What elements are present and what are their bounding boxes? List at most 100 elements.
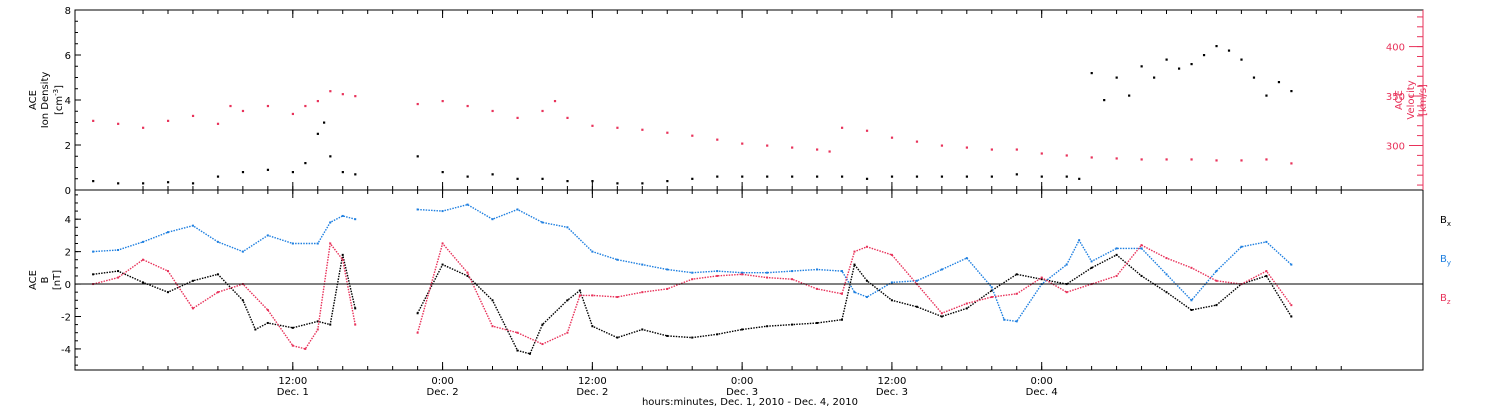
xtick-label: 12:00 <box>578 376 607 387</box>
data-point <box>591 250 594 253</box>
data-point <box>266 234 269 237</box>
data-point <box>416 208 419 211</box>
data-point <box>316 320 319 323</box>
bottom-ytick-label: -4 <box>61 345 71 356</box>
data-point <box>766 175 769 178</box>
xtick-label: 0:00 <box>1030 376 1052 387</box>
data-point <box>291 112 295 116</box>
data-point <box>516 208 519 211</box>
data-point <box>791 146 794 149</box>
data-point <box>341 253 344 256</box>
data-point <box>816 148 819 151</box>
data-point <box>166 270 169 273</box>
top-right-ytick-label: 350 <box>1386 92 1405 103</box>
top-left-ylabel-line1: ACE <box>28 90 39 110</box>
bottom-ytick-label: 0 <box>65 280 71 291</box>
data-point <box>566 116 569 120</box>
data-point <box>117 270 120 273</box>
data-point <box>791 175 794 178</box>
data-point <box>1265 240 1268 243</box>
data-point <box>816 175 819 178</box>
data-point <box>1240 58 1243 61</box>
data-point <box>890 175 894 178</box>
data-point <box>117 276 120 279</box>
data-point <box>1140 244 1143 247</box>
data-point <box>816 321 819 324</box>
data-point <box>541 323 544 326</box>
data-point <box>516 116 519 120</box>
data-point <box>566 226 569 229</box>
data-point <box>1277 81 1281 84</box>
data-point <box>816 268 819 271</box>
top-right-ylabel-line1: ACE <box>1394 90 1405 110</box>
data-point <box>990 289 993 292</box>
data-point <box>341 214 344 217</box>
bottom-panel-frame <box>74 189 1424 371</box>
bottom-panel-marks <box>92 203 1293 355</box>
data-point <box>441 242 444 245</box>
legend-bx: Bx <box>1440 215 1451 228</box>
data-point <box>940 175 944 178</box>
unit-exponent: -3 <box>52 89 60 96</box>
data-point <box>1003 318 1006 321</box>
data-point <box>354 323 357 326</box>
xtick-label: 0:00 <box>431 376 453 387</box>
data-point <box>466 175 469 178</box>
data-point <box>1140 158 1143 161</box>
data-point <box>316 99 319 103</box>
data-point <box>641 182 644 185</box>
data-point <box>1190 266 1193 269</box>
data-point <box>329 221 332 224</box>
data-point <box>890 299 893 302</box>
data-point <box>865 245 868 248</box>
data-point <box>816 287 819 290</box>
data-point <box>890 253 893 256</box>
data-point <box>416 102 419 106</box>
top-right-ytick-label: 300 <box>1386 141 1405 152</box>
top-left-ytick-label: 2 <box>65 141 71 152</box>
data-point <box>1215 159 1218 162</box>
data-point <box>890 136 894 139</box>
data-point <box>216 240 219 243</box>
data-point <box>1215 279 1218 282</box>
data-point <box>566 331 569 334</box>
data-point <box>666 287 669 290</box>
data-point <box>691 177 694 180</box>
data-point <box>466 104 469 108</box>
data-point <box>616 336 619 339</box>
data-point <box>1078 177 1081 180</box>
bottom-ytick-label: 4 <box>65 215 71 226</box>
data-point <box>241 299 244 302</box>
data-point <box>304 104 307 108</box>
data-point <box>965 302 968 305</box>
data-point <box>1265 274 1268 277</box>
data-point <box>853 250 856 253</box>
series-line <box>92 241 356 350</box>
bottom-ytick-label: -2 <box>61 312 71 323</box>
data-point <box>853 291 856 294</box>
data-point <box>865 177 869 180</box>
data-point <box>1290 263 1293 266</box>
data-point <box>965 175 969 178</box>
data-point <box>828 150 831 153</box>
data-point <box>1115 274 1118 277</box>
xtick-label: 12:00 <box>877 376 906 387</box>
unit-base: [cm <box>54 96 65 115</box>
data-point <box>1040 152 1043 155</box>
data-point <box>1140 65 1143 68</box>
data-point <box>142 126 145 129</box>
data-point <box>1190 309 1193 311</box>
data-point <box>691 134 694 137</box>
bottom-left-ylabel-line3: [nT] <box>52 270 63 290</box>
data-point <box>323 121 326 124</box>
x-axis-title: hours:minutes, Dec. 1, 2010 - Dec. 4, 20… <box>642 397 858 408</box>
data-point <box>1265 158 1268 161</box>
data-point <box>354 95 357 98</box>
data-point <box>528 352 531 355</box>
data-point <box>591 325 594 328</box>
data-point <box>766 144 769 147</box>
data-point <box>578 294 581 297</box>
data-point <box>191 307 194 310</box>
data-point <box>354 218 357 221</box>
